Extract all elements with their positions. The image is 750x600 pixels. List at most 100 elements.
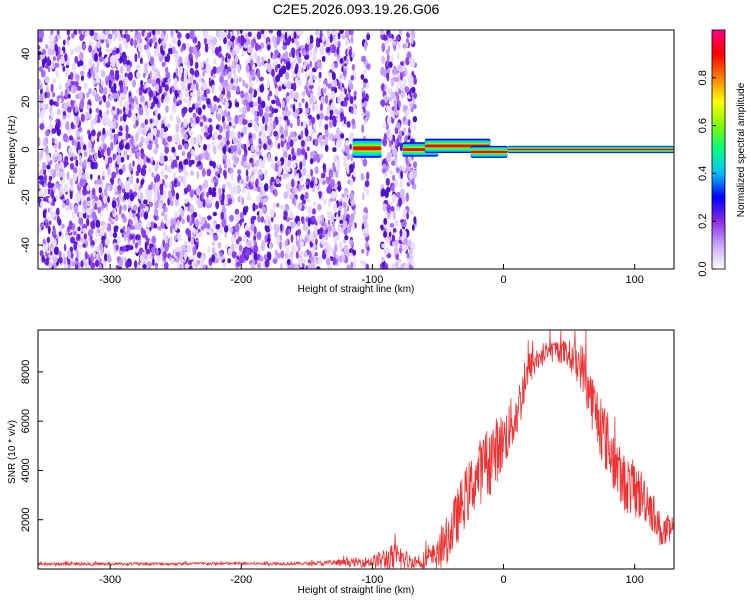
heatmap-cell <box>62 111 67 116</box>
heatmap-cell <box>310 256 314 263</box>
heatmap-cell <box>183 68 188 78</box>
heatmap-cell <box>180 75 185 83</box>
heatmap-cell <box>184 198 189 204</box>
heatmap-cell <box>224 232 227 239</box>
heatmap-cell <box>363 78 368 84</box>
heatmap-cell <box>305 180 309 186</box>
heatmap-cell <box>45 130 50 137</box>
heatmap-cell <box>399 142 403 152</box>
heatmap-cell <box>111 200 117 209</box>
heatmap-cell <box>54 44 58 52</box>
heatmap-cell <box>96 40 101 49</box>
heatmap-cell <box>111 209 115 214</box>
heatmap-cell <box>284 50 288 60</box>
heatmap-cell <box>96 199 102 208</box>
heatmap-cell <box>128 96 133 104</box>
heatmap-cell <box>42 238 46 245</box>
heatmap-cell <box>298 170 302 179</box>
heatmap-cell <box>220 211 224 220</box>
heatmap-cell <box>306 146 310 152</box>
heatmap-cell <box>254 42 259 52</box>
heatmap-cell <box>134 101 140 110</box>
heatmap-cell <box>134 53 138 63</box>
heatmap-cell <box>62 65 66 72</box>
heatmap-cell <box>280 134 284 139</box>
heatmap-cell <box>253 120 258 129</box>
heatmap-cell <box>228 147 232 153</box>
heatmap-cell <box>405 38 410 44</box>
heatmap-cell <box>112 106 116 111</box>
heatmap-cell <box>388 61 393 68</box>
heatmap-cell <box>251 70 257 78</box>
heatmap-cell <box>293 136 297 142</box>
heatmap-cell <box>136 177 140 184</box>
heatmap-cell <box>262 132 267 143</box>
heatmap-cell <box>114 134 118 142</box>
heatmap-signal-layer <box>352 138 674 158</box>
heatmap-cell <box>292 155 297 161</box>
heatmap-cell <box>267 63 272 73</box>
heatmap-cell <box>400 170 403 179</box>
heatmap-cell <box>48 34 54 40</box>
heatmap-cell <box>116 92 120 101</box>
heatmap-cell <box>272 54 276 60</box>
heatmap-cell <box>226 115 232 122</box>
heatmap-cell <box>164 126 169 132</box>
heatmap-cell <box>99 212 104 217</box>
heatmap-cell <box>276 224 280 233</box>
heatmap-cell <box>345 140 349 146</box>
heatmap-cell <box>266 44 271 51</box>
heatmap-cell <box>161 49 165 56</box>
heatmap-cell <box>353 107 358 116</box>
heatmap-cell <box>390 109 394 118</box>
heatmap-cell <box>412 116 418 123</box>
heatmap-cell <box>178 67 183 76</box>
heatmap-cell <box>294 66 298 75</box>
heatmap-cell <box>403 127 406 134</box>
heatmap-cell <box>398 30 403 36</box>
heatmap-cell <box>343 220 348 229</box>
heatmap-cell <box>361 192 365 201</box>
heatmap-cell <box>134 182 139 192</box>
heatmap-cell <box>366 110 370 120</box>
heatmap-cell <box>65 205 70 212</box>
heatmap-cell <box>322 83 327 89</box>
heatmap-cell <box>109 178 113 183</box>
heatmap-cell <box>41 58 46 69</box>
heatmap-cell <box>192 46 198 55</box>
heatmap-cell <box>45 221 49 229</box>
heatmap-cell <box>157 201 163 210</box>
heatmap-cell <box>311 208 316 215</box>
heatmap-cell <box>213 234 219 241</box>
heatmap-cell <box>221 55 225 63</box>
heatmap-cell <box>283 115 289 121</box>
heatmap-cell <box>154 208 159 217</box>
heatmap-cell <box>273 108 279 114</box>
heatmap-cell <box>219 93 224 102</box>
heatmap-cell <box>133 260 138 269</box>
heatmap-cell <box>314 224 318 235</box>
heatmap-cell <box>276 35 280 46</box>
heatmap-cell <box>393 77 397 82</box>
heatmap-cell <box>67 225 71 233</box>
heatmap-cell <box>308 76 313 86</box>
heatmap-cell <box>93 52 99 62</box>
heatmap-cell <box>267 145 272 151</box>
heatmap-cell <box>98 178 103 185</box>
heatmap-cell <box>104 57 109 63</box>
heatmap-cell <box>119 86 124 94</box>
heatmap-cell <box>326 257 331 266</box>
heatmap-cell <box>211 254 216 263</box>
heatmap-cell <box>169 87 173 95</box>
heatmap-cell <box>223 109 228 118</box>
heatmap-cell <box>302 167 307 176</box>
heatmap-cell <box>285 71 290 80</box>
heatmap-cell <box>227 197 233 205</box>
heatmap-cell <box>256 231 262 241</box>
heatmap-cell <box>333 154 337 162</box>
heatmap-cell <box>119 65 124 74</box>
heatmap-cell <box>192 79 197 85</box>
heatmap-cell <box>88 114 92 120</box>
heatmap-cell <box>82 63 87 71</box>
heatmap-cell <box>384 247 389 255</box>
